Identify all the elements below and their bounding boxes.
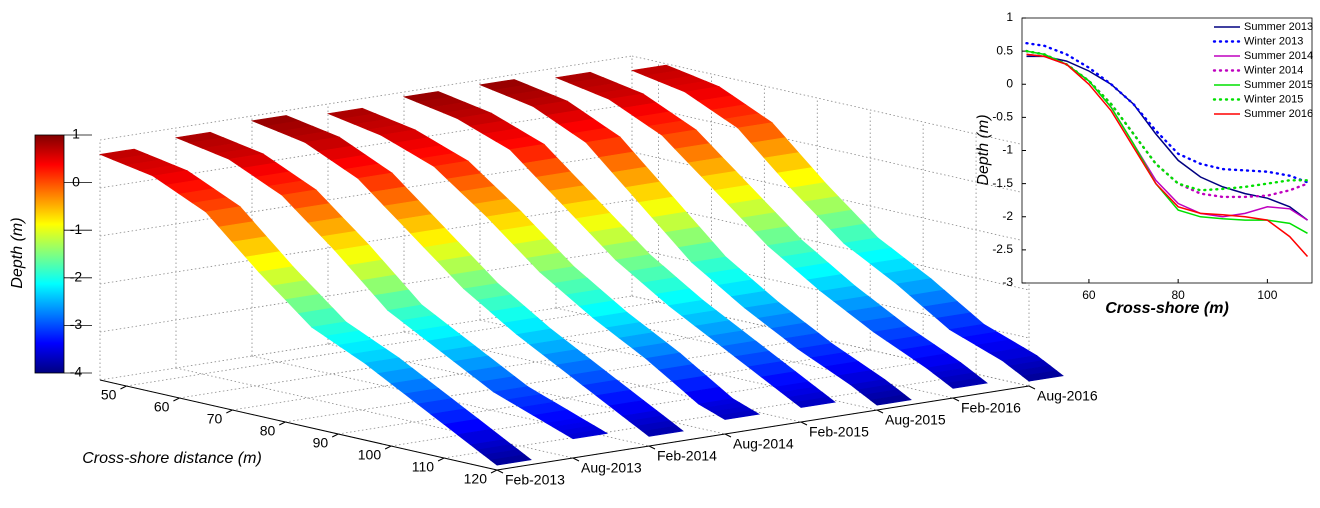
x-tick — [331, 433, 339, 438]
colorbar-tick-label: -1 — [70, 221, 83, 237]
x-tick — [490, 469, 498, 474]
y-tick-label: -1.5 — [992, 176, 1013, 190]
surface-patch — [489, 454, 532, 466]
colorbar-tick-label: -4 — [70, 364, 83, 380]
colorbar-tick-label: 0 — [72, 173, 80, 189]
x-tick-label: 110 — [412, 459, 435, 475]
time-tick — [648, 445, 656, 450]
time-tick — [952, 397, 960, 402]
series-line — [1026, 55, 1308, 221]
x-tick-label: 60 — [154, 399, 170, 415]
legend-label: Summer 2015 — [1244, 79, 1313, 91]
x-tick-label: 100 — [358, 447, 382, 463]
inset-x-label: Cross-shore (m) — [1105, 300, 1229, 317]
time-tick-label: Feb-2015 — [809, 424, 869, 440]
x-tick — [120, 385, 127, 390]
surface-patch — [793, 396, 836, 408]
legend-label: Summer 2016 — [1244, 108, 1313, 120]
colorbar-tick-label: -2 — [70, 269, 83, 285]
legend-label: Winter 2013 — [1244, 35, 1303, 47]
colorbar — [34, 134, 65, 374]
colorbar-label: Depth (m) — [9, 217, 26, 288]
y-tick-label: -2.5 — [992, 242, 1013, 256]
x-tick-label: 120 — [464, 471, 488, 487]
y-tick-label: -3 — [1002, 275, 1013, 289]
time-tick — [876, 409, 884, 414]
y-tick-label: 0 — [1006, 76, 1013, 90]
inset-y-label: Depth (m) — [975, 114, 992, 185]
x-tick — [226, 409, 233, 414]
time-tick-label: Feb-2016 — [961, 400, 1021, 416]
surface-patch — [565, 429, 609, 440]
time-tick — [1028, 385, 1036, 390]
grid-line — [99, 55, 633, 141]
time-tick — [800, 421, 808, 426]
y-tick-label: 0.5 — [996, 43, 1013, 57]
time-tick — [724, 433, 732, 438]
series-line — [1026, 53, 1309, 258]
x-tick-label: 100 — [1257, 288, 1277, 302]
legend-label: Summer 2014 — [1244, 50, 1313, 62]
y-tick-label: 1 — [1006, 10, 1013, 24]
x-tick — [279, 421, 286, 426]
colorbar-tick-label: 1 — [72, 126, 80, 142]
x-tick-label: 60 — [1082, 288, 1096, 302]
y-tick-label: -2 — [1002, 209, 1013, 223]
time-tick-label: Feb-2014 — [657, 448, 717, 464]
x-tick-label: 90 — [313, 435, 329, 451]
x-tick — [384, 445, 392, 450]
x-axis — [99, 379, 498, 471]
surface-patch — [717, 409, 761, 420]
x-tick — [437, 457, 445, 462]
x-tick-label: 80 — [1171, 288, 1185, 302]
legend-label: Summer 2013 — [1244, 21, 1313, 33]
x-tick-label: 50 — [101, 387, 117, 403]
x-tick — [173, 397, 180, 402]
time-tick-label: Feb-2013 — [505, 472, 565, 488]
x-tick-label: 70 — [207, 411, 223, 427]
surface-patch — [869, 394, 912, 406]
time-tick — [572, 457, 580, 462]
time-tick — [496, 469, 504, 474]
surface-patch — [1021, 370, 1064, 382]
grid-line — [391, 361, 924, 447]
y-tick-label: -1 — [1002, 143, 1013, 157]
grid-line — [126, 301, 659, 387]
legend-label: Winter 2015 — [1244, 93, 1303, 105]
surface-patch — [641, 425, 684, 437]
y-tick-label: -0.5 — [992, 110, 1013, 124]
grid-line — [99, 103, 633, 189]
surface-patch — [945, 377, 988, 389]
time-tick-label: Aug-2016 — [1037, 388, 1098, 404]
x-axis-label: Cross-shore distance (m) — [82, 450, 262, 467]
time-tick-label: Aug-2015 — [885, 412, 946, 428]
legend-label: Winter 2014 — [1244, 64, 1303, 76]
time-tick-label: Aug-2013 — [581, 460, 642, 476]
x-tick-label: 80 — [260, 423, 276, 439]
colorbar-tick-label: -3 — [70, 316, 83, 332]
time-tick-label: Aug-2014 — [733, 436, 794, 452]
time-axis — [496, 385, 1030, 471]
